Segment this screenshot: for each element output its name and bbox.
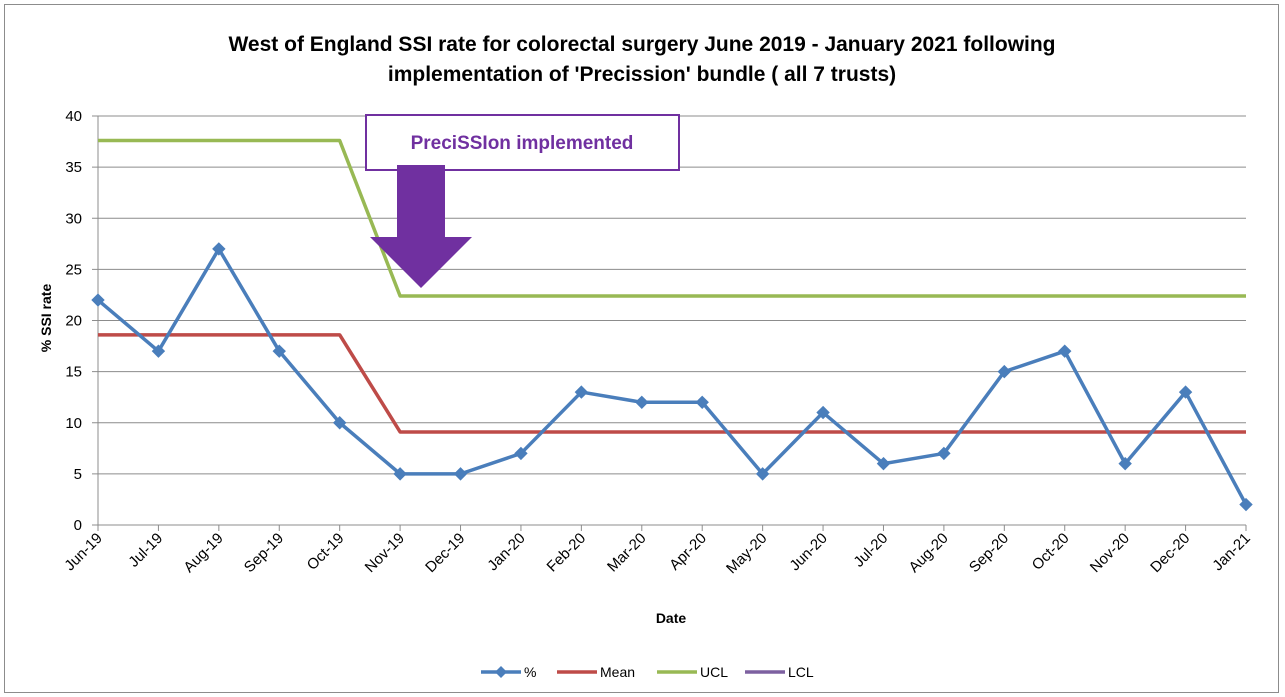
series-group [91, 138, 1253, 512]
x-tick-Dec-20: Dec-20 [1147, 530, 1193, 576]
data-point-Dec-19 [453, 467, 468, 481]
y-tick-0: 0 [74, 517, 82, 534]
legend-label-lcl: LCL [788, 664, 814, 680]
x-axis-title: Date [656, 610, 687, 626]
data-point-Aug-19 [212, 242, 226, 256]
data-point-Jun-19 [91, 293, 105, 307]
legend: % Mean UCL LCL [481, 664, 814, 680]
y-tick-10: 10 [65, 415, 82, 432]
x-tick-Sep-20: Sep-20 [966, 530, 1012, 576]
legend-label-ucl: UCL [700, 664, 728, 680]
x-tick-Jun-19: Jun-19 [61, 530, 105, 574]
y-axis-title: % SSI rate [38, 284, 54, 353]
x-tick-Nov-20: Nov-20 [1087, 530, 1133, 576]
chart-title-line-2: implementation of 'Precission' bundle ( … [388, 63, 896, 86]
y-tick-5: 5 [74, 466, 82, 483]
data-point-Feb-20 [574, 385, 589, 399]
data-point-Oct-19 [332, 416, 347, 430]
data-point-Jan-21 [1239, 497, 1253, 512]
x-tick-Oct-19: Oct-19 [304, 530, 348, 574]
annotation-group: PreciSSIon implemented [365, 114, 680, 288]
annotation-text: PreciSSIon implemented [411, 133, 634, 154]
x-tick-Jun-20: Jun-20 [786, 530, 830, 574]
data-point-Oct-20 [1058, 344, 1072, 358]
series-line-percent [96, 247, 1248, 506]
gridlines [98, 115, 1246, 475]
data-point-Mar-20 [635, 395, 649, 410]
y-tick-20: 20 [65, 313, 82, 330]
x-tick-Nov-19: Nov-19 [362, 530, 408, 576]
y-tick-30: 30 [65, 210, 82, 227]
x-tick-Mar-20: Mar-20 [604, 530, 650, 576]
y-tick-15: 15 [65, 364, 82, 381]
x-tick-Aug-19: Aug-19 [180, 530, 226, 576]
x-tick-Jan-21: Jan-21 [1209, 530, 1253, 574]
data-point-May-20 [755, 467, 770, 481]
series-line-ucl [98, 138, 1246, 298]
legend-marker-percent [495, 666, 507, 678]
x-tick-Jul-20: Jul-20 [850, 530, 891, 571]
legend-label-mean: Mean [600, 664, 635, 680]
y-tick-25: 25 [65, 261, 82, 278]
x-tick-May-20: May-20 [723, 530, 770, 577]
data-point-Sep-19 [272, 344, 286, 358]
x-tick-Oct-20: Oct-20 [1029, 530, 1073, 574]
data-point-Jun-20 [816, 405, 830, 420]
annotation-arrow [370, 165, 472, 288]
data-point-Jul-20 [876, 456, 891, 471]
data-point-Jul-19 [151, 344, 166, 358]
axes [92, 115, 1247, 531]
legend-label-percent: % [524, 664, 536, 680]
series-line-mean [98, 333, 1246, 434]
data-point-Nov-20 [1118, 456, 1132, 471]
x-tick-Dec-19: Dec-19 [422, 530, 468, 576]
data-point-Apr-20 [695, 395, 709, 410]
y-tick-labels: 0 5 10 15 20 25 30 35 40 [65, 108, 82, 534]
y-tick-35: 35 [65, 159, 82, 176]
x-tick-Jan-20: Jan-20 [484, 530, 528, 574]
x-tick-labels: Jun-19 Jul-19 Aug-19 Sep-19 Oct-19 Nov-19 Dec-… [61, 530, 1253, 577]
x-tick-Sep-19: Sep-19 [241, 530, 287, 576]
data-point-Jan-20 [514, 446, 528, 461]
x-tick-Feb-20: Feb-20 [544, 530, 590, 576]
chart-title-line-1: West of England SSI rate for colorectal … [228, 33, 1055, 56]
data-point-Dec-20 [1178, 385, 1193, 399]
x-tick-Jul-19: Jul-19 [125, 530, 166, 571]
data-point-Aug-20 [937, 446, 951, 461]
x-tick-Apr-20: Apr-20 [666, 530, 710, 574]
data-point-Sep-20 [997, 364, 1012, 379]
x-tick-Aug-20: Aug-20 [905, 530, 951, 576]
y-tick-40: 40 [65, 108, 82, 125]
annotation-box [365, 114, 680, 171]
data-point-Nov-19 [393, 467, 407, 481]
